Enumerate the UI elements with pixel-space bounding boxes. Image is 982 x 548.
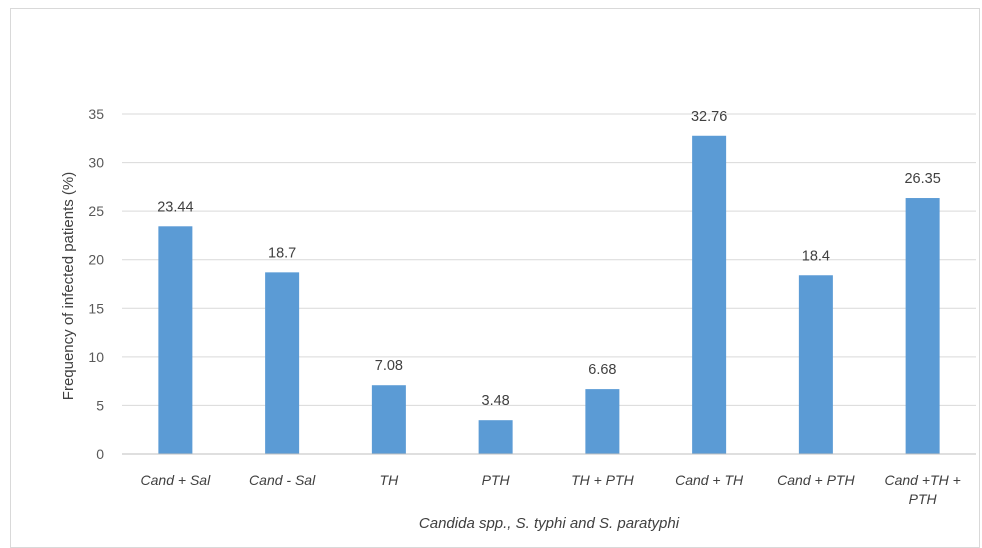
y-tick-label: 35 — [88, 106, 104, 122]
x-category-label: PTH — [482, 472, 511, 488]
x-category-label: TH + PTH — [571, 472, 635, 488]
y-tick-label: 0 — [96, 446, 104, 462]
bar — [265, 272, 300, 454]
y-tick-label: 20 — [88, 252, 104, 268]
bar — [692, 135, 727, 454]
data-labels: 23.44 18.7 7.08 3.48 6.68 32.76 18.4 26.35 — [157, 109, 941, 409]
x-category-label: Cand - Sal — [249, 472, 316, 488]
data-label: 18.4 — [802, 248, 830, 264]
x-category-label: Cand + Sal — [141, 472, 212, 488]
data-label: 32.76 — [691, 109, 727, 125]
y-tick-label: 10 — [88, 349, 104, 365]
bar — [905, 198, 940, 454]
gridlines — [122, 113, 976, 406]
bar — [585, 389, 620, 454]
x-category-label: Cand + PTH — [777, 472, 855, 488]
bar — [478, 420, 513, 454]
x-category-label: TH — [380, 472, 400, 488]
y-axis-tick-labels: 0 5 10 15 20 25 30 35 — [88, 106, 104, 462]
x-axis-category-labels: Cand + Sal Cand - Sal TH PTH TH + PTH Cand + … — [141, 472, 961, 507]
bar — [798, 275, 833, 454]
x-category-label: Cand + TH — [675, 472, 744, 488]
y-axis-title: Frequency of infected patients (%) — [60, 172, 77, 400]
x-category-label: Cand +TH + — [884, 472, 960, 488]
x-category-label: PTH — [909, 491, 938, 507]
y-tick-label: 30 — [88, 155, 104, 171]
bar-chart: 0 5 10 15 20 25 30 35 23.44 18.7 7.08 3.48 6.68 32.7… — [60, 106, 976, 532]
y-tick-label: 15 — [88, 300, 104, 316]
x-axis-title: Candida spp., S. typhi and S. paratyphi — [419, 515, 680, 532]
bar — [158, 226, 193, 454]
data-label: 7.08 — [375, 358, 403, 374]
data-label: 23.44 — [157, 199, 193, 215]
data-label: 3.48 — [482, 393, 510, 409]
bars — [158, 135, 940, 454]
bar — [371, 385, 406, 454]
data-label: 6.68 — [588, 362, 616, 378]
data-label: 26.35 — [904, 171, 940, 187]
y-tick-label: 5 — [96, 397, 104, 413]
data-label: 18.7 — [268, 245, 296, 261]
y-tick-label: 25 — [88, 203, 104, 219]
